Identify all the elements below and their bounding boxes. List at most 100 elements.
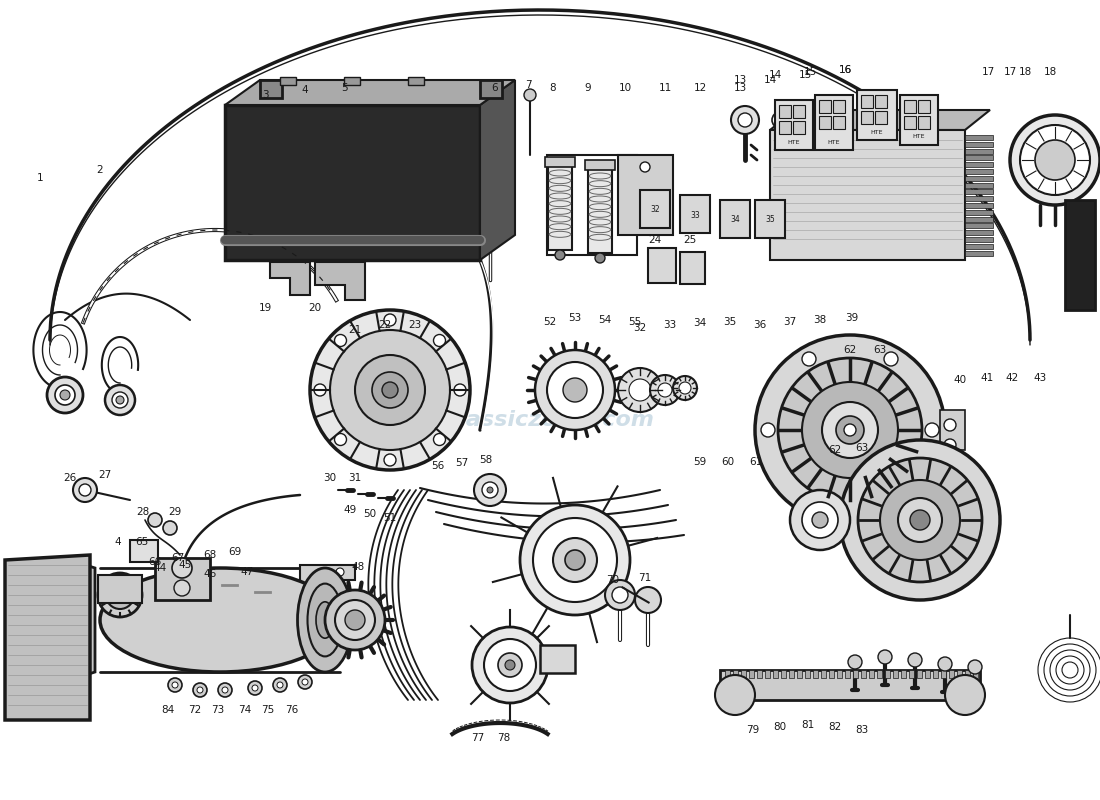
Text: 38: 38 [813,315,826,325]
FancyBboxPatch shape [918,116,930,129]
FancyBboxPatch shape [833,116,845,129]
Circle shape [565,550,585,570]
FancyBboxPatch shape [805,670,810,678]
Text: 8: 8 [550,83,557,93]
FancyBboxPatch shape [793,105,805,118]
Polygon shape [270,262,310,295]
Text: 29: 29 [168,507,182,517]
Ellipse shape [100,568,340,672]
Circle shape [484,639,536,691]
Circle shape [79,484,91,496]
Circle shape [595,253,605,263]
Circle shape [148,513,162,527]
Text: HTE: HTE [871,130,883,134]
FancyBboxPatch shape [226,105,480,260]
Polygon shape [480,80,515,260]
Text: 76: 76 [285,705,298,715]
Circle shape [355,355,425,425]
Text: 24: 24 [648,235,661,245]
FancyBboxPatch shape [965,250,993,256]
Text: 62: 62 [844,345,857,355]
Circle shape [47,377,82,413]
FancyBboxPatch shape [764,670,770,678]
Circle shape [55,385,75,405]
Ellipse shape [297,568,352,672]
Text: 35: 35 [724,317,737,327]
Circle shape [73,478,97,502]
Circle shape [248,681,262,695]
Circle shape [168,678,182,692]
FancyBboxPatch shape [861,670,866,678]
Circle shape [679,382,691,394]
Text: 73: 73 [211,705,224,715]
Text: 16: 16 [838,65,851,75]
Text: 56: 56 [431,461,444,471]
FancyBboxPatch shape [798,670,802,678]
Circle shape [640,218,650,228]
Text: 63: 63 [873,345,887,355]
FancyBboxPatch shape [965,670,970,678]
Circle shape [208,578,222,592]
Circle shape [336,600,375,640]
FancyBboxPatch shape [755,200,785,238]
Circle shape [192,683,207,697]
Text: 21: 21 [349,325,362,335]
Text: 30: 30 [323,473,337,483]
Circle shape [802,382,898,478]
Circle shape [778,358,922,502]
Circle shape [938,657,952,671]
Text: 11: 11 [659,83,672,93]
Circle shape [482,482,498,498]
Circle shape [790,490,850,550]
Text: 74: 74 [239,705,252,715]
Text: 44: 44 [153,563,166,573]
Text: 5: 5 [342,83,349,93]
FancyBboxPatch shape [815,95,852,150]
Text: 45: 45 [178,560,191,570]
Text: 72: 72 [188,705,201,715]
Circle shape [197,687,204,693]
Circle shape [330,330,450,450]
FancyBboxPatch shape [869,670,874,678]
Circle shape [520,505,630,615]
Circle shape [345,610,365,630]
Circle shape [474,474,506,506]
FancyBboxPatch shape [540,645,575,673]
Text: 37: 37 [783,317,796,327]
Polygon shape [70,560,95,680]
FancyBboxPatch shape [965,203,993,208]
FancyBboxPatch shape [779,105,791,118]
FancyBboxPatch shape [837,670,842,678]
FancyBboxPatch shape [793,121,805,134]
Text: 36: 36 [754,320,767,330]
Circle shape [106,581,134,609]
Text: 57: 57 [455,458,469,468]
Text: 14: 14 [763,75,777,85]
Circle shape [164,574,172,582]
Text: 15: 15 [803,67,816,77]
Polygon shape [226,80,515,105]
Circle shape [535,350,615,430]
Text: 35: 35 [766,215,774,225]
Text: 66: 66 [148,557,162,567]
Circle shape [898,498,942,542]
FancyBboxPatch shape [833,100,845,113]
Circle shape [163,521,177,535]
Circle shape [277,682,283,688]
FancyBboxPatch shape [965,190,993,194]
FancyBboxPatch shape [789,670,794,678]
Circle shape [314,384,326,396]
Text: 28: 28 [136,507,150,517]
FancyBboxPatch shape [874,95,887,108]
FancyBboxPatch shape [480,80,502,98]
Circle shape [336,568,344,576]
FancyBboxPatch shape [957,670,962,678]
Circle shape [126,584,138,594]
FancyBboxPatch shape [965,230,993,235]
Circle shape [618,368,662,412]
FancyBboxPatch shape [98,575,142,603]
Circle shape [60,390,70,400]
Text: 10: 10 [618,83,631,93]
Text: 68: 68 [204,550,217,560]
Polygon shape [770,110,990,130]
